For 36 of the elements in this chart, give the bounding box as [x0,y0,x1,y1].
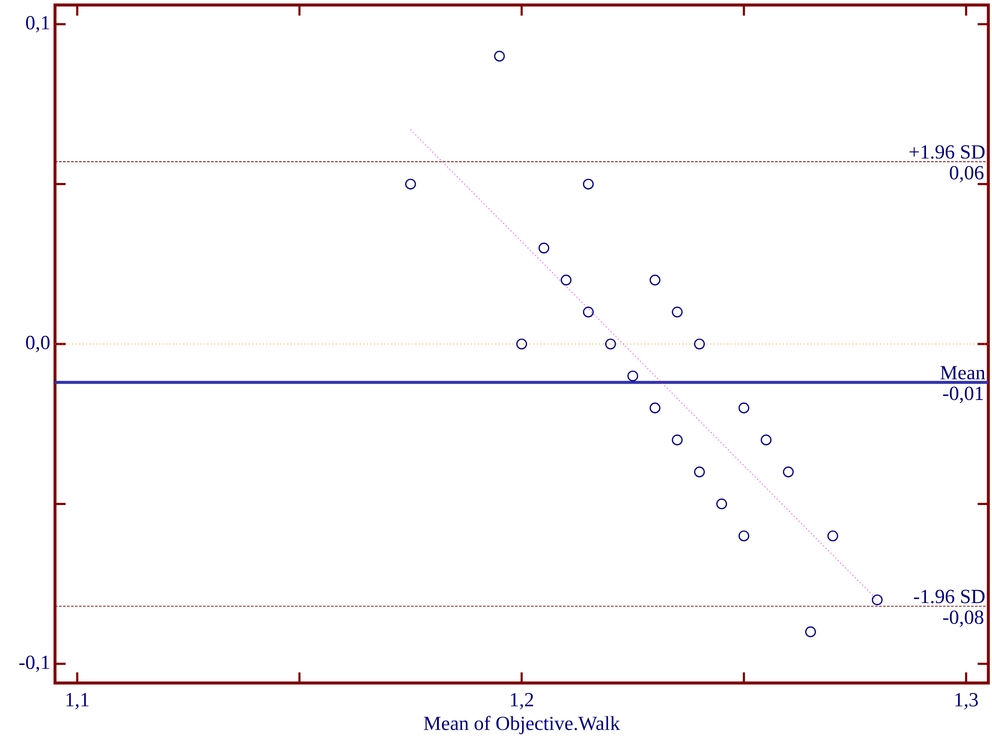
point [650,274,660,286]
point [782,466,794,478]
x-tick-label: 1,3 [955,693,978,710]
point [694,466,705,478]
annotation: -0,08 [943,610,984,627]
ref-line-label: -1.96 SD [914,590,985,604]
point [627,370,638,382]
point [560,274,572,286]
point [672,306,683,318]
point [694,338,705,350]
annotation: 0,06 [950,166,984,182]
x-tick-label: 1,2 [510,693,534,710]
point [738,402,750,414]
point [760,434,772,446]
annotation: -0,01 [943,386,983,404]
point [538,242,550,254]
point [716,498,728,510]
ref-line-label: +1.96 SD [910,145,985,159]
point [872,594,883,606]
point [582,306,594,318]
point [672,434,683,446]
point [738,530,750,542]
point [582,178,594,190]
x-axis-title: Mean of Objective.Walk [424,716,620,734]
point [827,530,838,542]
y-tick-label: -0,1 [19,656,50,672]
y-tick-label: 0,1 [26,16,50,32]
point [494,50,505,62]
point [516,338,528,350]
ref-line-label: Mean [940,366,986,380]
point [650,402,660,414]
point [805,626,816,638]
x-tick-label: 1,1 [66,693,89,710]
point [405,178,416,190]
y-tick-label: 0,0 [26,336,50,352]
point [605,338,616,350]
